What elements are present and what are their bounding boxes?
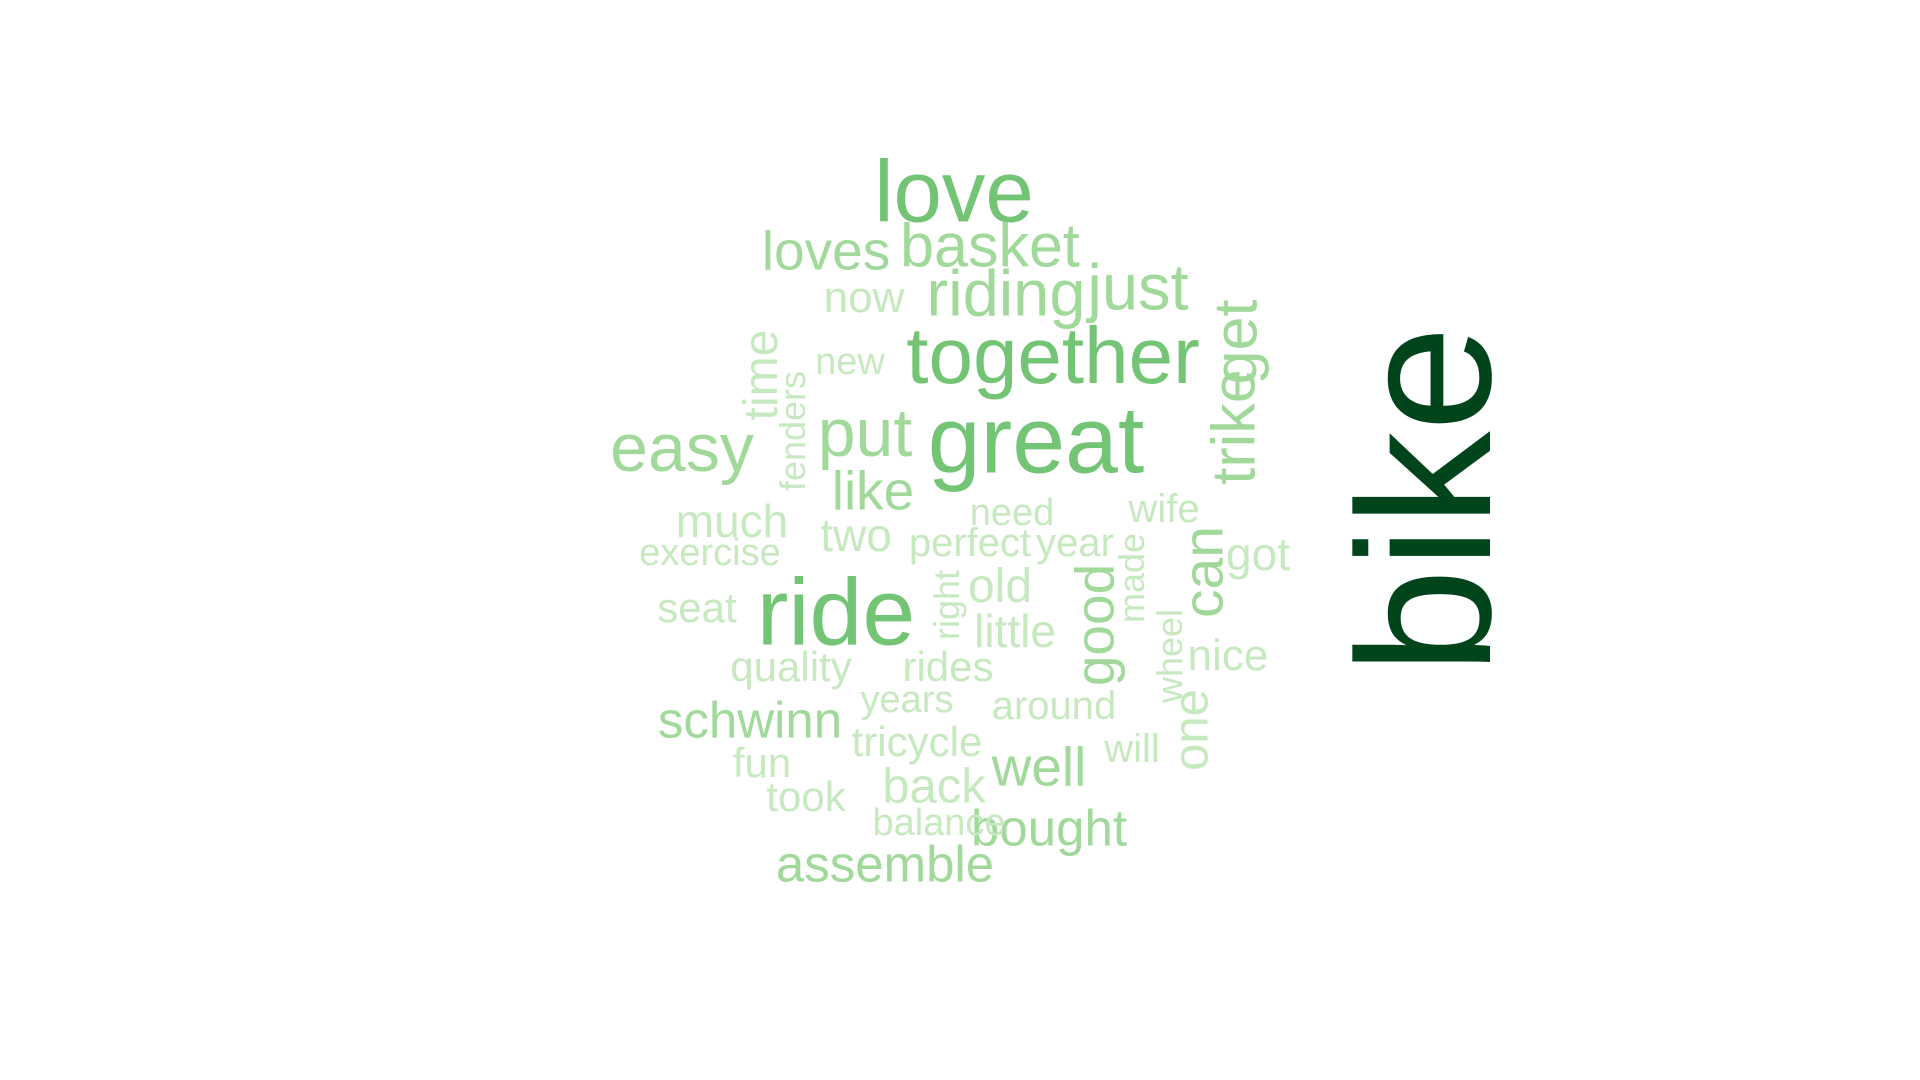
word-took: took [766,773,846,820]
word-years: years [860,679,954,721]
word-like: like [831,459,915,522]
word-old: old [967,560,1033,613]
word-schwinn: schwinn [657,691,843,749]
word-perfect: perfect [908,521,1032,565]
word-much: much [675,495,789,547]
word-wheel: wheel [1149,608,1190,704]
word-loves: loves [761,219,891,282]
word-back: back [882,759,986,814]
word-get: get [1201,299,1270,385]
word-ride: ride [756,559,916,666]
word-bike: bike [1319,325,1531,675]
word-quality: quality [730,643,852,690]
word-balance: balance [872,802,1006,844]
word-year: year [1036,521,1114,565]
word-trike: trike [1199,369,1268,485]
word-nice: nice [1187,631,1269,680]
word-bought: bought [971,799,1127,857]
word-assemble: assemble [775,835,995,893]
word-fun: fun [732,739,792,786]
word-two: two [820,509,892,561]
word-exercise: exercise [639,532,781,574]
word-right: right [926,569,967,641]
word-got: got [1226,528,1290,580]
word-just: just [1087,250,1189,324]
word-can: can [1171,526,1236,618]
word-basket: basket [900,211,1080,280]
word-new: new [815,341,885,383]
word-well: well [991,735,1087,798]
word-tricycle: tricycle [851,718,983,765]
word-love: love [874,143,1034,241]
word-around: around [991,684,1117,728]
word-riding: riding [926,256,1086,330]
word-fenders: fenders [772,370,813,492]
word-made: made [1111,532,1152,624]
word-will: will [1104,727,1160,771]
word-now: now [823,273,905,322]
word-need: need [969,492,1055,534]
word-little: little [974,605,1056,657]
word-great: great [927,387,1145,494]
word-put: put [817,395,913,471]
word-rides: rides [902,643,994,690]
word-wife: wife [1128,487,1200,531]
word-easy: easy [610,410,754,486]
word-seat: seat [657,584,737,631]
word-together: together [906,311,1200,400]
